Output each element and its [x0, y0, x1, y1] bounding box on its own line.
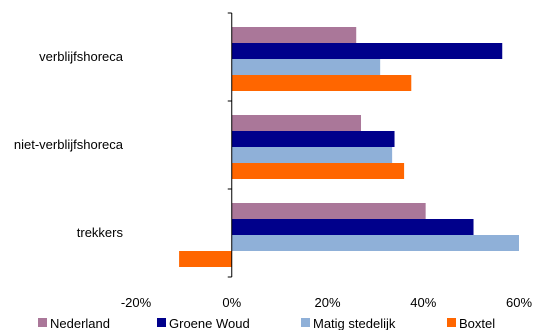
bar-verblijfshoreca-matig-stedelijk — [231, 59, 381, 75]
bar-verblijfshoreca-groene-woud — [231, 43, 503, 59]
bar-niet-verblijfshoreca-groene-woud — [231, 131, 395, 147]
legend-label: Groene Woud — [169, 316, 250, 330]
tick-labels-group: -20% 0% 20% 40% 60% — [121, 295, 533, 310]
x-tick-label: -20% — [121, 295, 152, 310]
bar-trekkers-boxtel — [179, 251, 232, 267]
bar-verblijfshoreca-nederland — [231, 27, 357, 43]
legend-swatch — [157, 318, 166, 327]
category-label: niet-verblijfshoreca — [14, 137, 124, 152]
bar-niet-verblijfshoreca-matig-stedelijk — [231, 147, 393, 163]
legend-swatch — [301, 318, 310, 327]
bar-trekkers-groene-woud — [231, 219, 474, 235]
legend-label: Nederland — [50, 316, 110, 330]
category-label: verblijfshoreca — [39, 49, 124, 64]
x-tick-label: 40% — [410, 295, 436, 310]
legend-label: Matig stedelijk — [313, 316, 396, 330]
x-tick-label: 0% — [222, 295, 241, 310]
bar-trekkers-nederland — [231, 203, 426, 219]
category-labels-group: verblijfshoreca niet-verblijfshoreca trekk… — [14, 49, 124, 240]
bars-group — [179, 27, 519, 267]
x-tick-label: 60% — [506, 295, 532, 310]
bar-verblijfshoreca-boxtel — [231, 75, 412, 91]
legend-label: Boxtel — [459, 316, 495, 330]
legend-swatch — [38, 318, 47, 327]
category-label: trekkers — [77, 225, 124, 240]
bar-niet-verblijfshoreca-nederland — [231, 115, 362, 131]
bar-niet-verblijfshoreca-boxtel — [231, 163, 405, 179]
legend: Nederland Groene Woud Matig stedelijk Boxte… — [38, 316, 495, 330]
legend-swatch — [447, 318, 456, 327]
axes-group — [227, 12, 233, 278]
bar-trekkers-matig-stedelijk — [231, 235, 519, 251]
x-tick-label: 20% — [314, 295, 340, 310]
